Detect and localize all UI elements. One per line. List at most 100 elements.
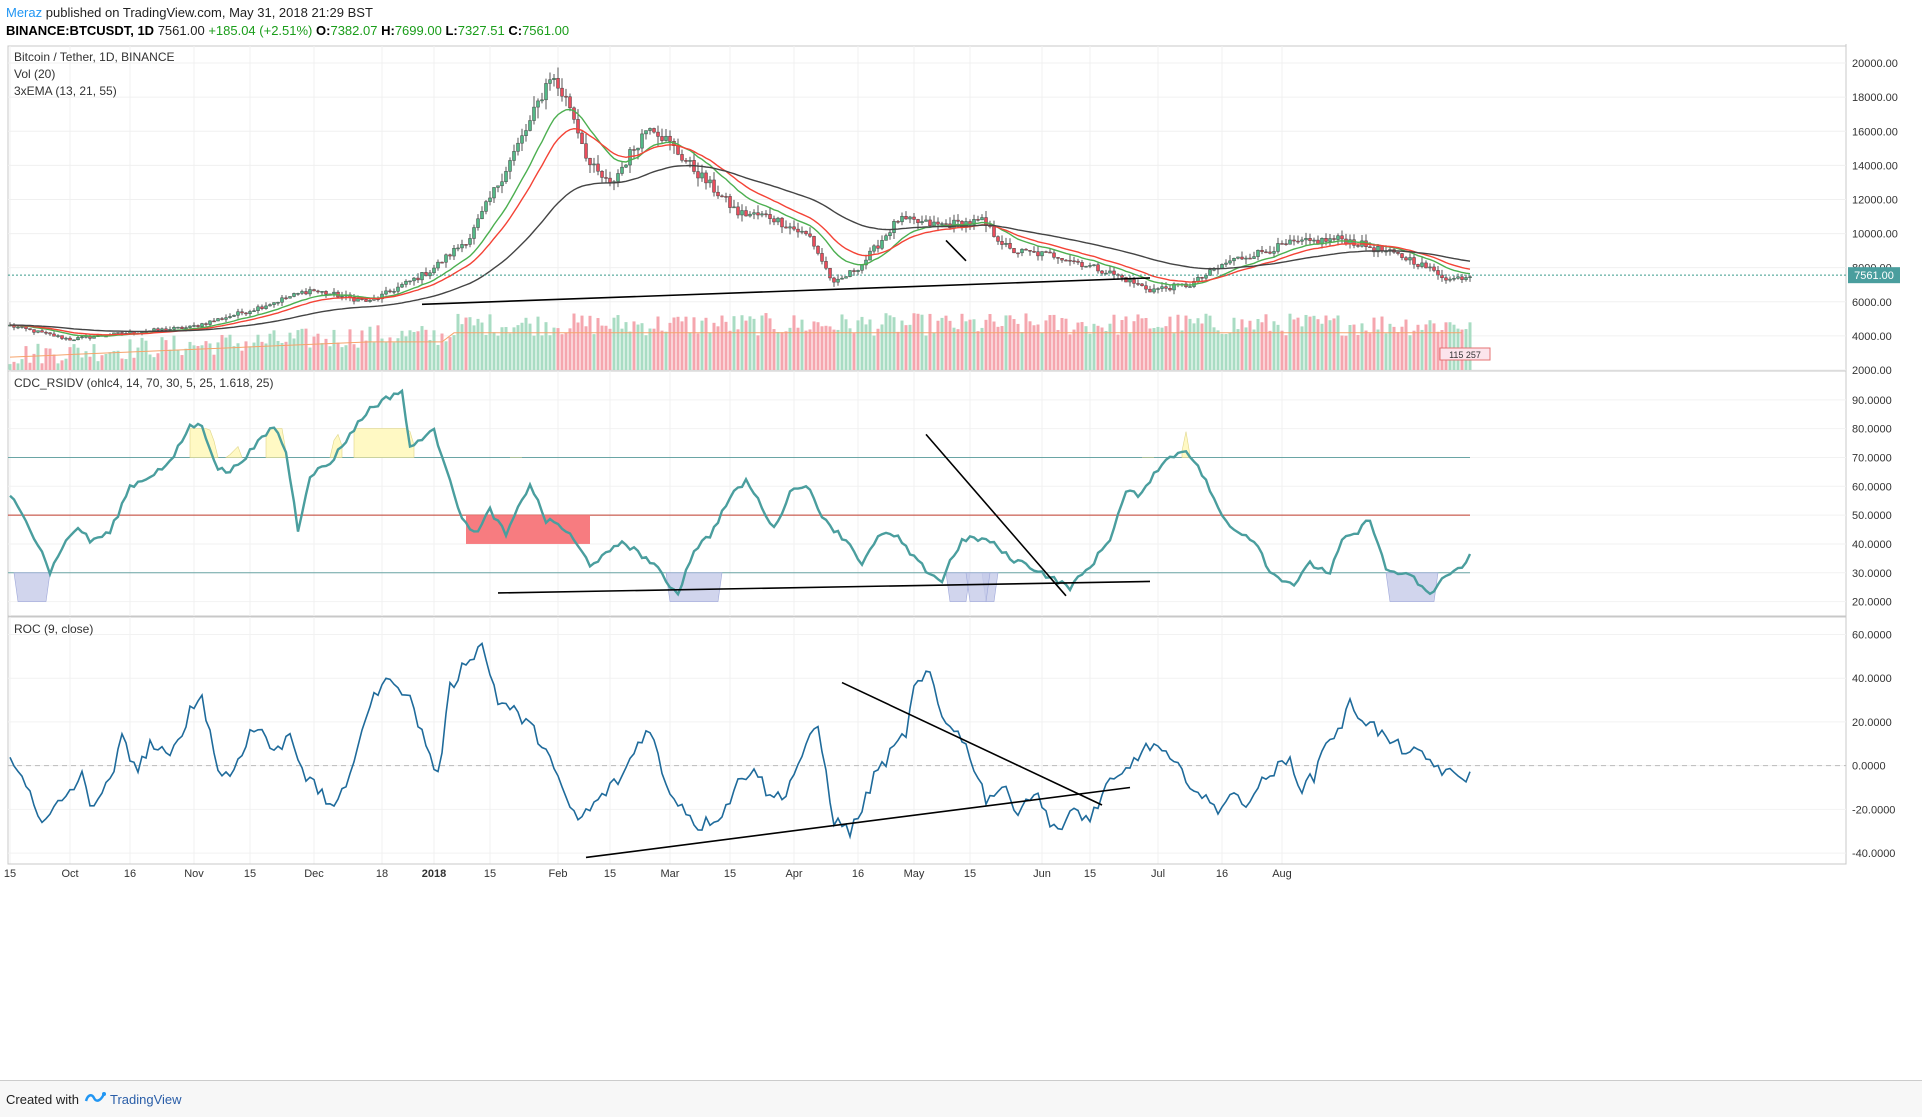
volume-bar (1352, 324, 1356, 370)
candle (652, 127, 656, 134)
volume-bar (940, 317, 944, 370)
candle (848, 270, 852, 278)
candle-body (756, 212, 760, 216)
candle-body (716, 191, 720, 197)
volume-badge-label: 115 257 (1449, 350, 1481, 360)
roc-title: ROC (9, close) (14, 622, 93, 636)
volume-bar (1308, 316, 1312, 370)
volume-bar (444, 341, 448, 370)
volume-bar (628, 331, 632, 370)
volume-bar (672, 317, 676, 370)
volume-bar (1280, 330, 1284, 370)
candle-body (120, 332, 124, 334)
volume-bar (864, 324, 868, 370)
chart-area[interactable]: 15 Oct 16 Nov 15 Dec 18 2018 15 Feb 15 Mar 15 Apr 16 Ma… (0, 44, 1922, 1080)
candle (248, 309, 252, 317)
candle (800, 226, 804, 235)
candle-body (1424, 262, 1428, 269)
candle (288, 296, 292, 299)
candle-body (668, 135, 672, 142)
candle (1092, 264, 1096, 267)
candle (252, 308, 256, 312)
volume-bar (428, 339, 432, 370)
volume-bar (1408, 335, 1412, 370)
candle (412, 277, 416, 286)
candle (1232, 257, 1236, 266)
candle-body (852, 270, 856, 272)
volume-bar (1300, 326, 1304, 370)
volume-bar (1384, 333, 1388, 370)
volume-bar (1012, 319, 1016, 370)
candle-body (836, 278, 840, 283)
volume-bar (44, 348, 48, 370)
candle-body (780, 217, 784, 228)
tradingview-logo-icon[interactable] (84, 1089, 106, 1107)
candle (744, 206, 748, 217)
candle-body (792, 226, 796, 230)
rsi-overbought-zone (225, 445, 243, 458)
candle-body (416, 277, 420, 281)
candle (544, 78, 548, 110)
candle (780, 216, 784, 234)
candle (760, 211, 764, 218)
candle-body (1160, 286, 1164, 289)
volume-bar (156, 353, 160, 370)
candle (888, 228, 892, 240)
author-link[interactable]: Meraz (6, 5, 43, 20)
volume-bar (392, 342, 396, 370)
volume-bar (1336, 315, 1340, 370)
rsi-line (9, 388, 1472, 597)
candle-body (860, 264, 864, 271)
volume-bar (200, 345, 204, 370)
candle (468, 234, 472, 248)
volume-bar (28, 362, 32, 370)
time-tick-label: Jun (1033, 868, 1051, 880)
volume-bar (912, 313, 916, 370)
roc-line (9, 642, 1471, 840)
time-tick-label: 15 (1084, 868, 1096, 880)
candle (644, 130, 648, 140)
candle-body (292, 293, 296, 297)
candle-body (656, 131, 660, 137)
candle-body (396, 286, 400, 292)
volume-bar (132, 357, 136, 370)
volume-bar (88, 356, 92, 370)
time-tick-label: 15 (604, 868, 616, 880)
candle-body (912, 216, 916, 220)
candle (1260, 245, 1264, 255)
candle-body (1144, 285, 1148, 290)
candle (256, 304, 260, 314)
volume-bar (460, 324, 464, 370)
volume-bar (596, 318, 600, 370)
candle-body (1436, 270, 1440, 276)
candle-body (1140, 283, 1144, 286)
tradingview-brand-link[interactable]: TradingView (110, 1092, 182, 1107)
candle (524, 124, 528, 142)
candle-body (652, 128, 656, 133)
candle-body (768, 214, 772, 219)
candle-body (1100, 270, 1104, 274)
volume-bar (924, 335, 928, 370)
candle (928, 216, 932, 228)
volume-bar (208, 343, 212, 370)
candle (396, 282, 400, 295)
candle (276, 301, 280, 306)
candle-body (1328, 238, 1332, 242)
candle (796, 222, 800, 238)
candle-body (880, 240, 884, 249)
volume-bar (1372, 317, 1376, 370)
candle (1104, 269, 1108, 275)
candle-body (1064, 259, 1068, 262)
time-tick-label: 18 (376, 868, 388, 880)
candle-body (584, 143, 588, 159)
publish-text: published on TradingView.com, May 31, 20… (45, 5, 373, 20)
candle-body (444, 254, 448, 263)
candle (432, 264, 436, 275)
volume-bar (1320, 323, 1324, 370)
candle-body (956, 219, 960, 222)
candle-body (936, 221, 940, 225)
candle-body (996, 236, 1000, 242)
candle-body (540, 99, 544, 102)
candle-body (556, 78, 560, 89)
candle-body (92, 336, 96, 339)
